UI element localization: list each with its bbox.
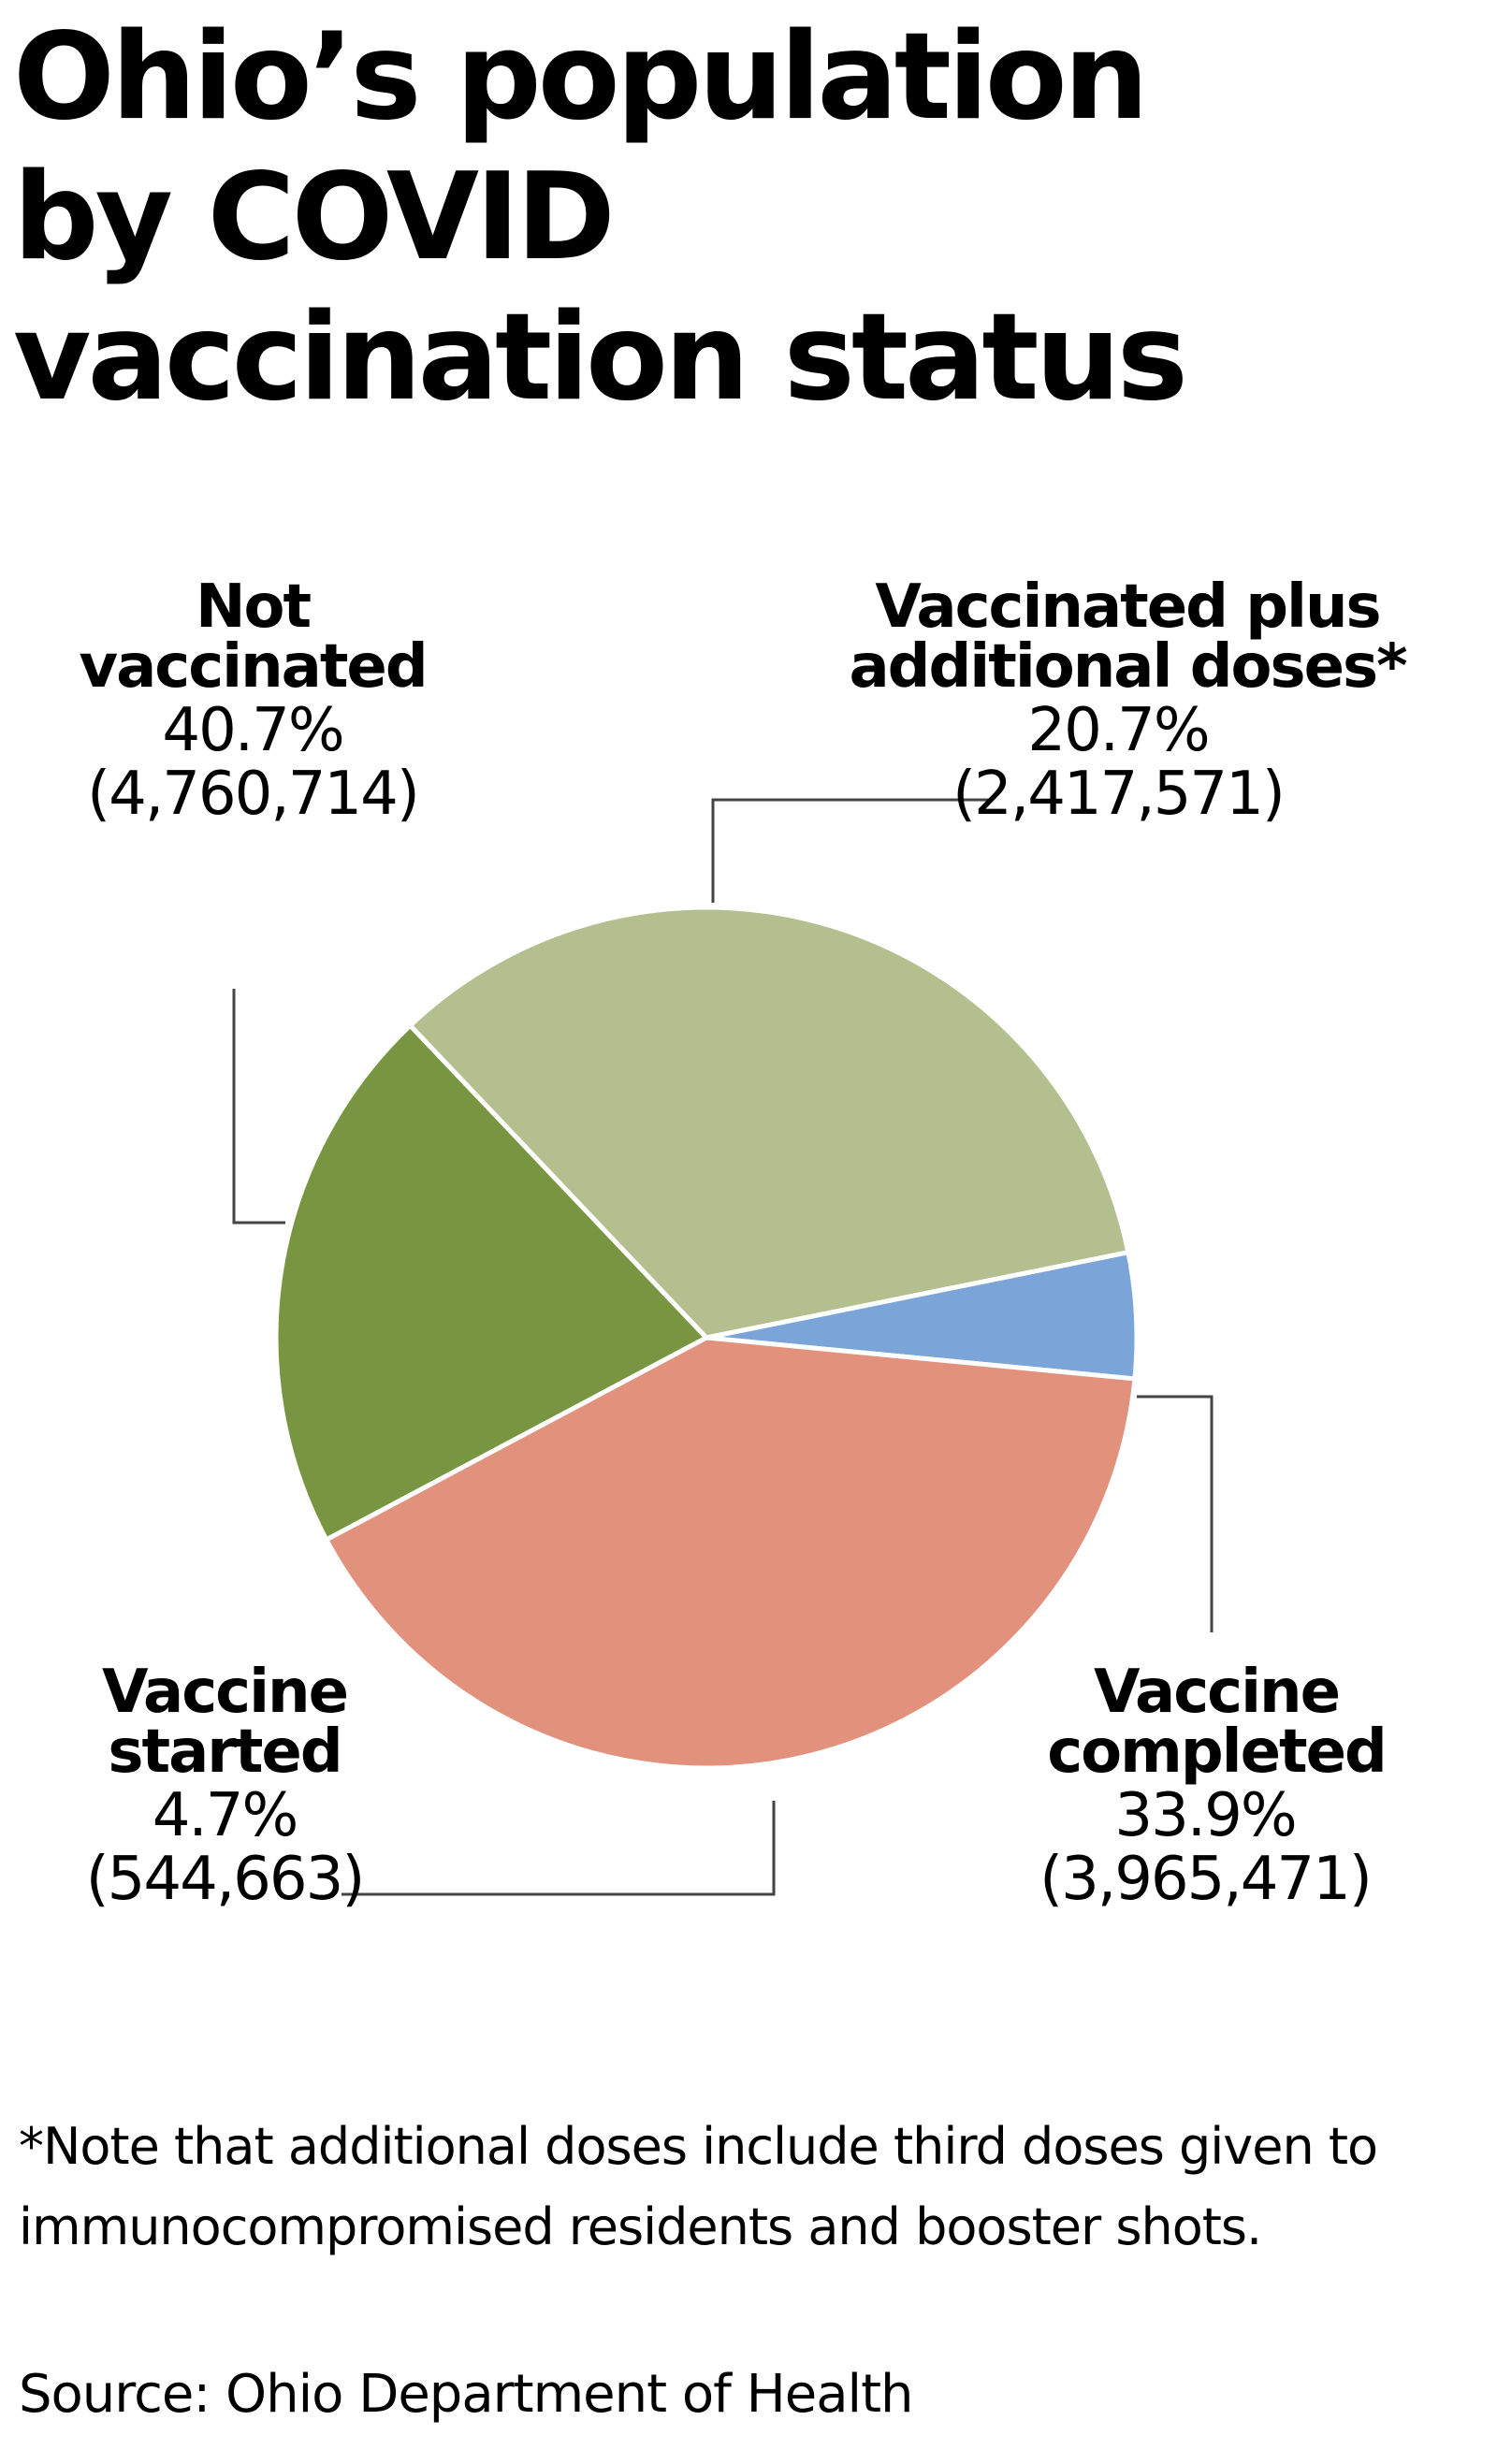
label-name-vaccine-started: Vaccine: [102, 1658, 347, 1727]
label-name-vaccinated-plus-additional: additional doses*: [849, 632, 1407, 702]
label-count-vaccine-started: (544,663): [86, 1845, 364, 1914]
label-percent-vaccine-started: 4.7%: [153, 1781, 298, 1850]
label-count-vaccinated-plus-additional: (2,417,571): [952, 760, 1284, 829]
label-count-not-vaccinated: (4,760,714): [87, 760, 418, 829]
pie-slice-vaccinated-plus-additional: [273, 1022, 709, 1543]
chart-title: Ohio’s population by COVID vaccination s…: [13, 7, 1188, 428]
label-percent-vaccine-completed: 33.9%: [1114, 1781, 1295, 1850]
leader-line-vaccine-started: [342, 1801, 776, 1896]
label-count-vaccine-completed: (3,965,471): [1039, 1845, 1371, 1914]
source-credit: Source: Ohio Department of Health: [19, 2364, 914, 2425]
label-name-not-vaccinated: vaccinated: [79, 632, 426, 702]
label-name-not-vaccinated: Not: [196, 573, 312, 642]
label-percent-vaccinated-plus-additional: 20.7%: [1027, 696, 1208, 765]
leader-line-not-vaccinated: [232, 989, 285, 1225]
leader-line-vaccine-completed: [1137, 1395, 1214, 1632]
label-name-vaccinated-plus-additional: Vaccinated plus: [875, 573, 1379, 642]
label-name-vaccine-completed: Vaccine: [1094, 1658, 1339, 1727]
leader-line-vaccinated-plus-additional: [711, 798, 992, 903]
footnote: *Note that additional doses include thir…: [19, 2117, 1378, 2256]
label-name-vaccine-started: started: [108, 1718, 341, 1787]
label-name-vaccine-completed: completed: [1047, 1718, 1386, 1787]
pie-slice-not-vaccinated: [324, 1335, 1138, 1771]
pie-slice-vaccine-completed: [407, 905, 1131, 1341]
label-percent-not-vaccinated: 40.7%: [162, 696, 342, 765]
